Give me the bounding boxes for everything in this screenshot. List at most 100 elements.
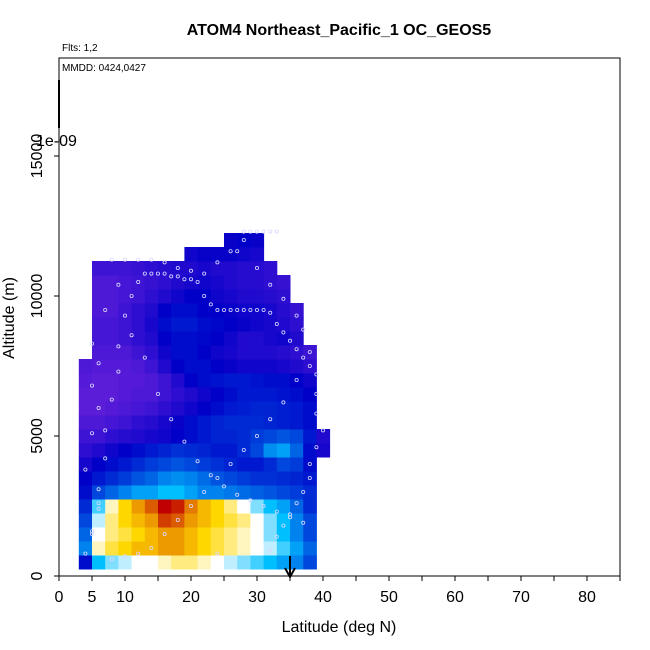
heatmap-cell <box>210 541 225 556</box>
heatmap-cell <box>290 457 304 472</box>
heatmap-cell <box>92 275 106 290</box>
heatmap-cell <box>158 485 172 500</box>
flight-point <box>136 551 141 556</box>
flight-point <box>129 333 134 338</box>
flight-point <box>202 271 207 276</box>
heatmap-cell <box>105 443 119 458</box>
heatmap-cell <box>263 401 278 416</box>
heatmap-cell <box>276 541 291 556</box>
heatmap-cell <box>184 345 199 360</box>
heatmap-cell <box>237 401 251 416</box>
heatmap-cell <box>197 401 212 416</box>
heatmap-cell <box>92 527 106 542</box>
heatmap-cell <box>144 541 159 556</box>
flight-point <box>235 492 240 497</box>
heatmap-cell <box>290 401 304 416</box>
heatmap-cell <box>118 303 133 318</box>
heatmap-cell <box>276 485 291 500</box>
heatmap-cell <box>224 233 238 248</box>
heatmap-cell <box>184 275 199 290</box>
x-tick-label: 0 <box>55 589 64 606</box>
heatmap-cell <box>276 499 291 514</box>
flight-point <box>188 277 193 282</box>
flight-point <box>301 355 306 360</box>
heatmap-cell <box>237 261 251 276</box>
heatmap-cell <box>224 317 238 332</box>
heatmap-cell <box>118 345 133 360</box>
heatmap-cell <box>105 541 119 556</box>
heatmap-cell <box>92 317 106 332</box>
heatmap-cell <box>303 541 317 556</box>
flight-point <box>287 512 292 517</box>
heatmap-cell <box>158 345 172 360</box>
heatmap-cell <box>131 555 146 570</box>
flight-point <box>103 307 108 312</box>
heatmap-cell <box>197 555 212 570</box>
flight-point <box>175 265 180 270</box>
heatmap-cell <box>237 317 251 332</box>
heatmap-cell <box>224 499 238 514</box>
heatmap-cell <box>237 429 251 444</box>
heatmap-cell <box>131 429 146 444</box>
heatmap-cell <box>224 303 238 318</box>
heatmap-cell <box>303 415 317 430</box>
heatmap-cell <box>171 499 185 514</box>
flight-point <box>307 461 312 466</box>
heatmap-cell <box>250 233 265 248</box>
heatmap-cell <box>263 499 278 514</box>
flight-point <box>241 447 246 452</box>
heatmap-cell <box>224 331 238 346</box>
heatmap-cell <box>290 555 304 570</box>
heatmap-cell <box>171 471 185 486</box>
heatmap-cell <box>224 429 238 444</box>
heatmap-cell <box>197 513 212 528</box>
heatmap-cell <box>92 485 106 500</box>
heatmap-cell <box>92 471 106 486</box>
heatmap-cell <box>224 247 238 262</box>
flight-point <box>215 260 220 265</box>
heatmap-cell <box>276 373 291 388</box>
heatmap-cell <box>276 415 291 430</box>
heatmap-cell <box>197 499 212 514</box>
heatmap-cell <box>158 527 172 542</box>
flight-point <box>129 293 134 298</box>
flight-point <box>149 271 154 276</box>
heatmap-cell <box>263 457 278 472</box>
heatmap-cell <box>263 387 278 402</box>
heatmap-cell <box>290 373 304 388</box>
y-axis-label: Altitude (m) <box>1 277 18 359</box>
flight-point <box>90 532 95 537</box>
heatmap-cell <box>210 289 225 304</box>
flight-point <box>261 503 266 508</box>
heatmap-cell <box>263 443 278 458</box>
heatmap-cell <box>210 471 225 486</box>
heatmap-cell <box>118 415 133 430</box>
heatmap-cell <box>118 471 133 486</box>
heatmap-cell <box>105 401 119 416</box>
heatmap-cell <box>171 359 185 374</box>
heatmap-cell <box>237 555 251 570</box>
flight-point <box>274 534 279 539</box>
heatmap-cell <box>197 373 212 388</box>
heatmap-cell <box>263 429 278 444</box>
flight-point <box>314 372 319 377</box>
flight-point <box>103 428 108 433</box>
heatmap-cell <box>224 415 238 430</box>
flight-point <box>228 461 233 466</box>
heatmap-cell <box>250 331 265 346</box>
flight-point <box>175 518 180 523</box>
heatmap-cell <box>263 527 278 542</box>
flight-point <box>83 551 88 556</box>
flight-point <box>195 459 200 464</box>
heatmap-cell <box>237 359 251 374</box>
heatmap-cell <box>92 541 106 556</box>
flight-point <box>254 307 259 312</box>
flight-point <box>155 391 160 396</box>
heatmap-cell <box>263 303 278 318</box>
flight-point <box>294 377 299 382</box>
heatmap-cell <box>197 527 212 542</box>
heatmap-cell <box>118 541 133 556</box>
heatmap-cell <box>303 429 317 444</box>
flight-point <box>301 489 306 494</box>
